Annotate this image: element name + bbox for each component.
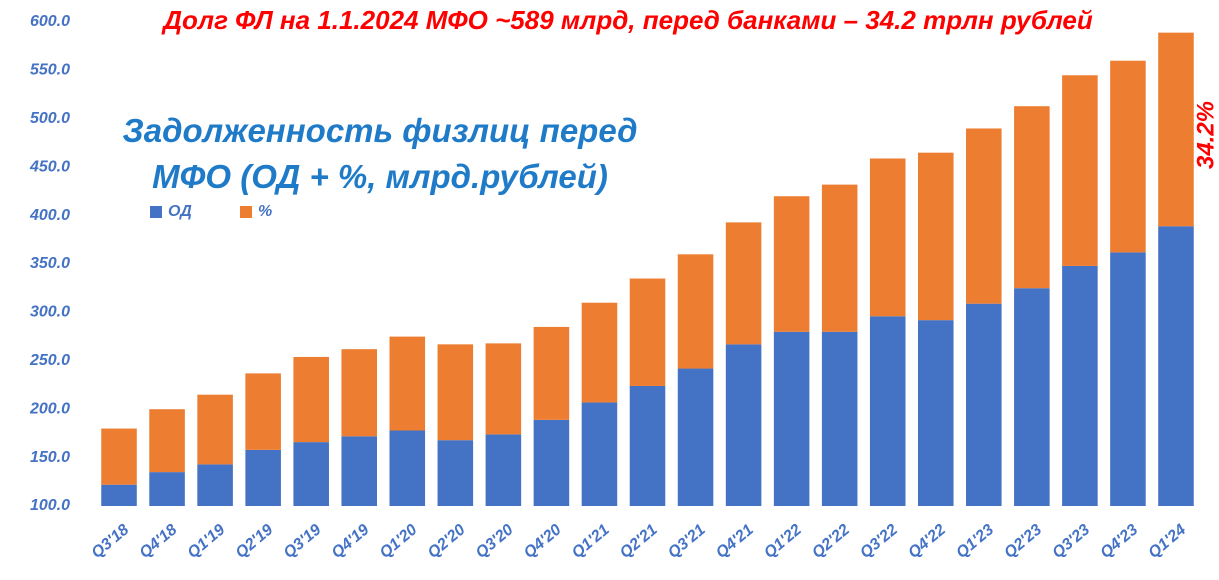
x-tick-label: Q3'18 bbox=[88, 521, 132, 562]
x-tick-label: Q2'21 bbox=[617, 521, 661, 562]
bar-segment bbox=[533, 326, 570, 420]
bar-segment bbox=[1158, 32, 1194, 227]
bar-segment bbox=[773, 331, 810, 506]
x-tick-label: Q3'22 bbox=[857, 521, 901, 562]
x-tick-label: Q3'21 bbox=[665, 521, 709, 562]
x-tick-label: Q4'21 bbox=[713, 521, 757, 562]
x-tick-label: Q2'19 bbox=[233, 521, 277, 562]
x-tick-label: Q1'20 bbox=[377, 521, 421, 562]
bar-segment bbox=[629, 385, 666, 506]
bar-segment bbox=[725, 222, 762, 345]
bar-segment bbox=[197, 394, 233, 465]
bar-segment bbox=[581, 402, 618, 506]
x-tick-label: Q3'20 bbox=[473, 521, 517, 562]
y-tick-label: 450.0 bbox=[29, 158, 70, 175]
bar-segment bbox=[533, 419, 570, 506]
bar-segment bbox=[245, 449, 281, 506]
bar-segment bbox=[389, 430, 426, 506]
bar-segment bbox=[917, 152, 954, 321]
x-tick-label: Q4'18 bbox=[137, 521, 181, 562]
bar-segment bbox=[917, 320, 954, 506]
bar-segment bbox=[341, 349, 378, 437]
bar-segment bbox=[1158, 226, 1194, 507]
x-tick-label: Q2'20 bbox=[425, 521, 469, 562]
chart-title: Долг ФЛ на 1.1.2024 МФО ~589 млрд, перед… bbox=[161, 5, 1093, 35]
bar-segment bbox=[1062, 75, 1098, 266]
x-tick-label: Q2'22 bbox=[809, 521, 853, 562]
bar-segment bbox=[245, 373, 281, 450]
bar-segment bbox=[677, 254, 714, 369]
legend-swatch bbox=[240, 206, 252, 218]
bar-segment bbox=[341, 436, 378, 506]
bar-segment bbox=[966, 303, 1002, 506]
bar-segment bbox=[581, 302, 618, 403]
x-tick-label: Q1'24 bbox=[1145, 521, 1189, 562]
x-tick-label: Q1'19 bbox=[185, 521, 229, 562]
annotation: 34.2% bbox=[1192, 101, 1219, 169]
bar-segment bbox=[725, 344, 762, 506]
x-tick-label: Q4'23 bbox=[1097, 521, 1141, 562]
y-tick-label: 350.0 bbox=[30, 255, 70, 272]
bar-segment bbox=[1110, 60, 1146, 253]
bar-segment bbox=[821, 184, 858, 332]
y-tick-label: 250.0 bbox=[29, 352, 70, 369]
bar-segment bbox=[869, 316, 906, 506]
legend-label: % bbox=[258, 203, 272, 220]
bar-segment bbox=[293, 442, 329, 506]
y-tick-label: 550.0 bbox=[30, 62, 70, 79]
x-tick-label: Q1'23 bbox=[953, 521, 997, 562]
bar-segment bbox=[485, 434, 522, 506]
x-tick-label: Q1'22 bbox=[761, 521, 805, 562]
y-tick-label: 200.0 bbox=[29, 400, 70, 417]
x-tick-label: Q2'23 bbox=[1001, 521, 1045, 562]
bar-segment bbox=[485, 343, 522, 435]
legend-swatch bbox=[150, 206, 162, 218]
bar-segment bbox=[437, 344, 474, 441]
bar-segment bbox=[1014, 288, 1050, 506]
bar-segment bbox=[293, 356, 329, 443]
y-tick-label: 100.0 bbox=[30, 497, 70, 514]
bar-segment bbox=[1062, 265, 1098, 506]
bar-segment bbox=[437, 440, 474, 506]
bar-segment bbox=[773, 196, 810, 332]
x-tick-label: Q1'21 bbox=[569, 521, 613, 562]
bar-segment bbox=[149, 472, 185, 506]
bar-segment bbox=[966, 128, 1002, 304]
bar-segment bbox=[101, 484, 137, 506]
x-tick-label: Q4'22 bbox=[905, 521, 949, 562]
bar-segment bbox=[149, 409, 185, 473]
bar-segment bbox=[101, 428, 137, 485]
legend-label: ОД bbox=[168, 203, 192, 220]
x-tick-label: Q4'19 bbox=[329, 521, 373, 562]
y-tick-label: 300.0 bbox=[30, 304, 70, 321]
y-tick-label: 400.0 bbox=[29, 207, 70, 224]
bar-segment bbox=[869, 158, 906, 317]
bar-segment bbox=[1014, 106, 1050, 289]
bar-segment bbox=[629, 278, 666, 386]
bar-segment bbox=[1110, 252, 1146, 506]
y-tick-label: 150.0 bbox=[30, 449, 70, 466]
y-tick-label: 600.0 bbox=[30, 13, 70, 30]
bar-segment bbox=[677, 368, 714, 506]
bar-segment bbox=[197, 464, 233, 506]
bar-segment bbox=[389, 336, 426, 431]
y-tick-label: 500.0 bbox=[30, 110, 70, 127]
subtitle: Задолженность физлиц перед МФО (ОД + %, … bbox=[122, 112, 638, 195]
bar-segment bbox=[821, 331, 858, 506]
x-tick-label: Q3'19 bbox=[281, 521, 325, 562]
x-tick-label: Q4'20 bbox=[521, 521, 565, 562]
x-tick-label: Q3'23 bbox=[1049, 521, 1093, 562]
